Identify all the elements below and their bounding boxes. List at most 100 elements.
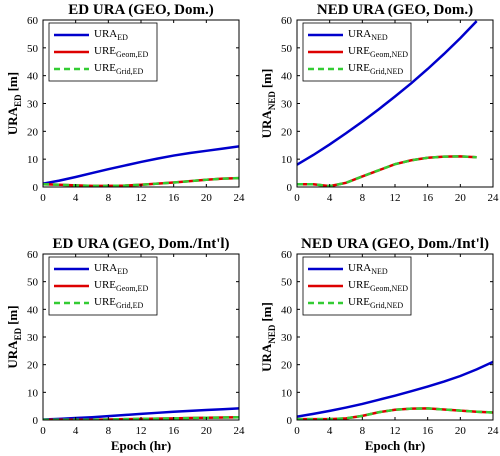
y-tick-label: 10: [27, 154, 39, 166]
x-tick-label: 12: [136, 192, 147, 204]
legend-entry-subscript: Geom,NED: [370, 284, 408, 293]
y-tick-label: 30: [281, 332, 293, 344]
x-tick-label: 8: [106, 192, 112, 204]
y-axis-label: URANED [m]: [259, 302, 277, 372]
y-tick-label: 20: [281, 126, 293, 138]
y-axis-label: URANED [m]: [259, 69, 277, 139]
series-group: [43, 145, 239, 187]
x-tick-label: 16: [168, 192, 180, 204]
y-tick-label: 20: [281, 360, 293, 372]
x-tick-label: 24: [234, 192, 246, 204]
x-tick-label: 12: [136, 425, 147, 437]
x-tick-label: 8: [360, 192, 366, 204]
y-tick-label: 50: [27, 277, 39, 289]
y-tick-label: 50: [281, 43, 293, 55]
legend-entry-2: UREGeom,ED: [94, 279, 148, 293]
x-tick-label: 16: [422, 192, 434, 204]
x-tick-label: 4: [73, 425, 79, 437]
legend-entry-name: URA: [348, 262, 371, 274]
y-tick-label: 30: [27, 332, 39, 344]
legend-entry-1: URAED: [94, 28, 128, 42]
x-tick-label: 12: [390, 192, 401, 204]
legend-entry-3: UREGrid,NED: [348, 62, 403, 76]
series-line-1: [297, 360, 493, 418]
y-tick-label: 30: [27, 99, 39, 111]
y-tick-label: 40: [281, 71, 293, 83]
legend-entry-3: UREGrid,ED: [94, 62, 144, 76]
y-tick-label: 60: [281, 249, 293, 261]
x-tick-label: 20: [201, 425, 213, 437]
y-tick-label: 40: [27, 71, 39, 83]
legend-entry-name: URA: [94, 262, 117, 274]
x-tick-label: 8: [360, 425, 366, 437]
legend-entry-subscript: Geom,ED: [116, 50, 148, 59]
x-tick-label: 0: [40, 192, 46, 204]
legend-entry-1: URANED: [348, 262, 388, 276]
chart-title: NED URA (GEO, Dom.): [317, 2, 473, 18]
y-axis-label-subscript: NED: [267, 324, 277, 344]
x-tick-label: 16: [422, 425, 434, 437]
legend-entry-name: URA: [348, 28, 371, 40]
series-line-1: [43, 145, 239, 185]
series-group: [297, 20, 478, 187]
legend-entry-2: UREGeom,NED: [348, 279, 408, 293]
y-axis-label-main: URA: [5, 106, 20, 135]
legend-entry-3: UREGrid,NED: [348, 296, 403, 310]
chart-title: ED URA (GEO, Dom.): [68, 2, 213, 18]
x-tick-label: 0: [294, 425, 300, 437]
y-tick-label: 30: [281, 99, 293, 111]
x-tick-label: 0: [294, 192, 300, 204]
legend-entry-subscript: Grid,ED: [116, 67, 144, 76]
y-tick-label: 0: [287, 415, 293, 427]
y-tick-label: 0: [33, 182, 39, 194]
legend-entry-name: URE: [348, 279, 370, 291]
chart-panel-2: 0 4 8 12 16 20 24 0 10 20 30 40 50 60 NED URA (GEO, Do…: [259, 2, 499, 204]
y-axis-label-main: URA: [259, 110, 274, 139]
x-axis-label: Epoch (hr): [365, 438, 425, 453]
x-tick-label: 20: [201, 192, 213, 204]
legend-entry-subscript: NED: [371, 267, 388, 276]
series-group: [297, 360, 493, 420]
chart-panel-1: 0 4 8 12 16 20 24 0 10 20 30 40 50 60 ED URA (GEO, Dom…: [5, 2, 245, 204]
legend-entry-1: URAED: [94, 262, 128, 276]
series-line-3: [297, 155, 477, 187]
legend-entry-subscript: ED: [117, 33, 128, 42]
x-tick-label: 8: [106, 425, 112, 437]
legend-entry-1: URANED: [348, 28, 388, 42]
legend-entry-name: URA: [94, 28, 117, 40]
y-tick-label: 10: [281, 154, 293, 166]
x-tick-label: 4: [73, 192, 79, 204]
chart-panel-4: 0 4 8 12 16 20 24 0 10 20 30 40 50 60 NED URA (GEO, Do…: [259, 236, 499, 453]
x-tick-label: 24: [488, 192, 500, 204]
y-axis-label-unit: [m]: [5, 72, 20, 92]
legend-entry-subscript: ED: [117, 267, 128, 276]
legend-entry-2: UREGeom,ED: [94, 45, 148, 59]
x-tick-label: 4: [327, 425, 333, 437]
legend-entry-name: URE: [94, 62, 116, 74]
y-axis-label-main: URA: [5, 340, 20, 369]
y-tick-label: 60: [27, 249, 39, 261]
y-tick-label: 0: [287, 182, 293, 194]
legend-entry-name: URE: [348, 45, 370, 57]
y-tick-label: 0: [33, 415, 39, 427]
legend-entry-3: UREGrid,ED: [94, 296, 144, 310]
y-axis-label-subscript: ED: [13, 94, 23, 107]
y-axis-label: URAED [m]: [5, 305, 23, 368]
x-tick-label: 20: [455, 425, 467, 437]
legend-entry-subscript: Geom,ED: [116, 284, 148, 293]
y-axis-label-subscript: NED: [267, 91, 277, 111]
x-tick-label: 4: [327, 192, 333, 204]
y-tick-label: 50: [281, 277, 293, 289]
y-axis-label-main: URA: [259, 343, 274, 372]
legend-entry-subscript: Grid,ED: [116, 301, 144, 310]
chart-panel-3: 0 4 8 12 16 20 24 0 10 20 30 40 50 60 ED URA (GEO, Dom…: [5, 236, 245, 453]
y-axis-label-subscript: ED: [13, 327, 23, 340]
y-tick-label: 20: [27, 360, 39, 372]
legend-entry-name: URE: [94, 279, 116, 291]
x-axis-label: Epoch (hr): [111, 438, 171, 453]
legend-entry-name: URE: [94, 45, 116, 57]
